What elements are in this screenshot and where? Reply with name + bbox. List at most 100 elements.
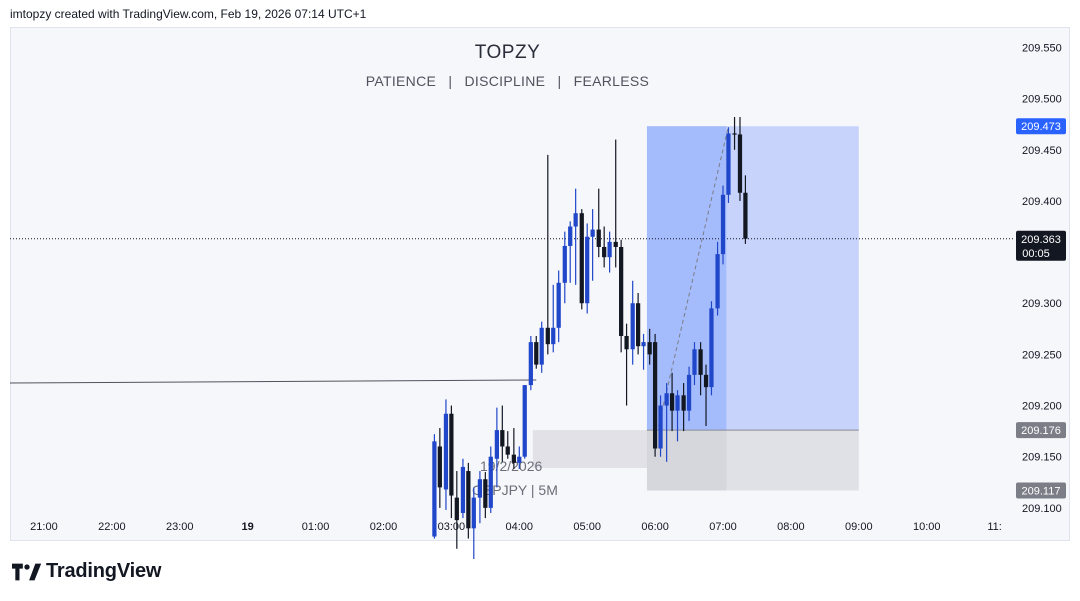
horizontal-level-line [9, 379, 537, 384]
candle [460, 458, 466, 519]
candle-body [585, 236, 590, 304]
candle-body [669, 393, 675, 411]
candle-body [556, 282, 561, 328]
candle [607, 231, 612, 273]
candle-body [686, 374, 692, 411]
x-tick-label: 01:00 [302, 521, 330, 533]
candle-body [466, 471, 471, 529]
axes: 209.550 209.500 209.450 209.400 209.300 209.2… [30, 42, 1062, 533]
subtitle-separator: | [448, 73, 453, 89]
candle [585, 223, 590, 314]
candle-body [483, 479, 488, 508]
candle [562, 231, 567, 304]
candle-body [658, 405, 663, 449]
countdown-text: 00:05 [1022, 248, 1050, 260]
x-tick-label: 08:00 [777, 521, 805, 533]
candle-body [505, 446, 510, 455]
candle [573, 188, 578, 285]
candle [437, 428, 442, 508]
y-tick-label: 209.300 [1022, 298, 1062, 310]
candle-body [449, 413, 454, 496]
candle-body [602, 246, 607, 258]
current-price-bg [1016, 230, 1066, 261]
candle-body [709, 308, 714, 388]
watermark-date: 19/2/2026 [480, 458, 542, 474]
candle-body [664, 393, 669, 406]
candle [522, 385, 527, 459]
candle-body [562, 245, 567, 283]
position-trend-line [658, 126, 729, 427]
y-tick-label: 209.250 [1022, 349, 1062, 361]
candle-body [488, 456, 493, 508]
candle-body [500, 430, 505, 447]
candle-body [539, 327, 544, 365]
price-label-text: 209.117 [1022, 485, 1061, 497]
candle [664, 383, 669, 462]
candle [743, 175, 748, 244]
candle [483, 472, 488, 519]
candle-body [545, 327, 550, 345]
candle [703, 364, 709, 427]
candle [511, 428, 516, 469]
candle-body [743, 192, 748, 239]
candle [556, 270, 561, 343]
candle [596, 188, 601, 258]
candle [494, 407, 500, 488]
candle-body [528, 342, 533, 386]
candle [454, 471, 459, 549]
current-price-text: 209.363 [1021, 234, 1061, 246]
candle [624, 323, 629, 406]
x-tick-label: 22:00 [98, 521, 126, 533]
candle [720, 185, 726, 265]
price-labels: 209.473 209.176 209.117 209.363 00:05 [1016, 118, 1066, 499]
candle [500, 405, 505, 462]
candle-body [652, 342, 658, 449]
candle-body [681, 395, 686, 411]
candle-body [703, 374, 709, 388]
candle [505, 431, 510, 459]
candle-body [675, 395, 680, 411]
x-tick-label: 10:00 [913, 521, 941, 533]
candle-body [732, 133, 737, 135]
position-zones [532, 126, 859, 491]
candle [613, 139, 618, 268]
candle-body [454, 497, 459, 521]
x-tick-label: 09:00 [845, 521, 873, 533]
price-label-stop: 209.117 [1016, 482, 1066, 499]
subtitle-part: DISCIPLINE [464, 73, 546, 89]
candle-body [551, 327, 556, 345]
candle-body [613, 241, 618, 247]
x-tick-label: 11: [987, 521, 1001, 533]
price-label-bg [1016, 482, 1066, 499]
tradingview-brand[interactable]: TradingView [12, 560, 161, 583]
candle-body [698, 349, 703, 375]
candle [449, 405, 454, 519]
chart-title: TOPZY [474, 42, 541, 63]
candle [471, 487, 476, 560]
candle-body [511, 454, 516, 463]
candle [477, 471, 483, 524]
candle-body [647, 342, 652, 355]
candle-body [590, 229, 595, 237]
candle-body [726, 133, 731, 195]
candle [602, 226, 607, 268]
candle [675, 390, 680, 442]
x-tick-label: 19 [242, 521, 254, 533]
price-label-entry: 209.176 [1016, 422, 1066, 439]
watermark-symbol: GBPJPY | 5M [472, 482, 558, 498]
watermark: 19/2/2026 GBPJPY | 5M [472, 458, 558, 498]
tradingview-logo-icon [12, 563, 42, 580]
candle-body [443, 413, 449, 490]
x-tick-label: 07:00 [709, 521, 737, 533]
candle [715, 241, 720, 316]
candle [443, 399, 449, 510]
candle [551, 284, 556, 353]
candle-body [619, 246, 624, 336]
candle [681, 383, 686, 432]
candle-body [630, 303, 635, 350]
candle [568, 221, 573, 283]
y-tick-label: 209.100 [1022, 503, 1062, 515]
candle-body [715, 254, 720, 309]
y-tick-label: 209.450 [1022, 145, 1062, 157]
